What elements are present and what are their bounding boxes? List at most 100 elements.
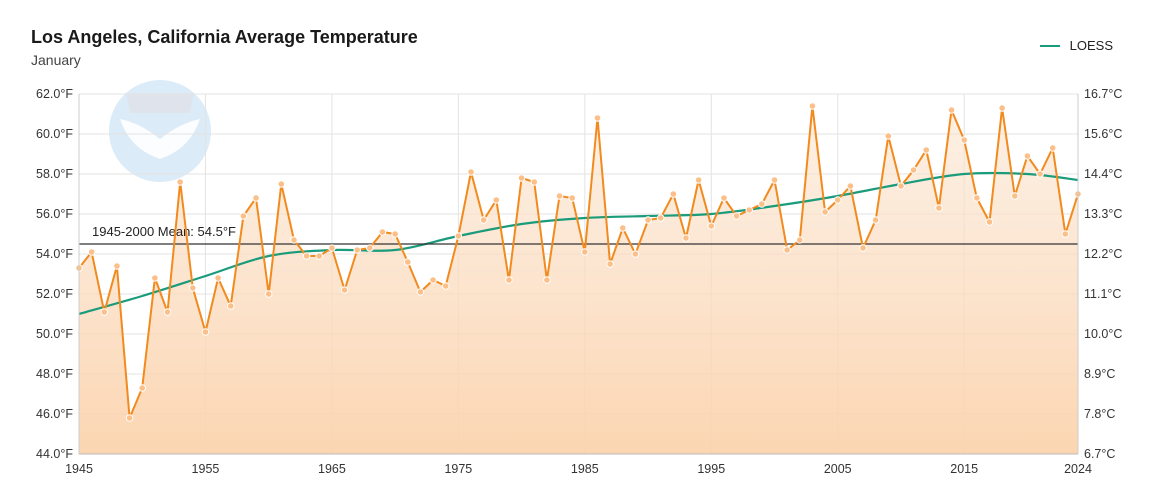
temperature-point-1971[interactable] — [403, 258, 412, 266]
temperature-point-1955[interactable] — [201, 328, 210, 336]
temperature-point-2009[interactable] — [884, 132, 893, 140]
temperature-point-2003[interactable] — [808, 102, 817, 110]
x-tick-label: 1995 — [697, 462, 725, 476]
temperature-point-1993[interactable] — [682, 234, 690, 242]
temperature-point-1957[interactable] — [226, 302, 235, 310]
y-tick-label-f: 44.0°F — [36, 447, 73, 461]
temperature-point-1979[interactable] — [505, 276, 513, 284]
temperature-point-1999[interactable] — [758, 200, 766, 208]
temperature-point-1988[interactable] — [618, 224, 627, 232]
temperature-point-1975[interactable] — [454, 232, 463, 240]
temperature-point-1991[interactable] — [656, 214, 665, 222]
temperature-point-2012[interactable] — [922, 146, 931, 154]
temperature-point-1990[interactable] — [644, 216, 652, 224]
temperature-point-2008[interactable] — [871, 216, 880, 224]
temperature-point-1952[interactable] — [163, 308, 172, 316]
temperature-point-2005[interactable] — [833, 196, 842, 204]
temperature-point-1961[interactable] — [277, 180, 286, 188]
temperature-point-1962[interactable] — [290, 236, 298, 244]
temperature-point-1984[interactable] — [568, 194, 576, 202]
temperature-point-2006[interactable] — [846, 182, 855, 190]
temperature-point-1977[interactable] — [479, 216, 488, 224]
temperature-point-1973[interactable] — [429, 276, 437, 284]
temperature-point-1982[interactable] — [543, 276, 551, 284]
temperature-point-1998[interactable] — [745, 206, 754, 214]
temperature-point-1958[interactable] — [239, 212, 248, 220]
temperature-points[interactable] — [75, 102, 1082, 422]
temperature-point-2016[interactable] — [973, 194, 981, 202]
temperature-point-1969[interactable] — [378, 228, 387, 236]
temperature-point-2023[interactable] — [1061, 230, 1070, 238]
temperature-point-2015[interactable] — [960, 136, 968, 144]
temperature-point-1972[interactable] — [416, 288, 425, 296]
temperature-point-1956[interactable] — [214, 274, 222, 282]
temperature-point-1949[interactable] — [125, 414, 134, 422]
temperature-point-2017[interactable] — [985, 218, 994, 226]
temperature-point-2022[interactable] — [1048, 144, 1057, 152]
temperature-point-2010[interactable] — [897, 182, 905, 190]
y-tick-label-f: 62.0°F — [36, 87, 73, 101]
chart-legend[interactable]: LOESS — [1039, 38, 1113, 53]
temperature-point-1970[interactable] — [391, 230, 399, 238]
temperature-point-1995[interactable] — [707, 222, 716, 230]
temperature-point-1948[interactable] — [113, 262, 121, 270]
temperature-point-1950[interactable] — [138, 384, 147, 392]
y-tick-label-f: 60.0°F — [36, 127, 73, 141]
temperature-point-2020[interactable] — [1023, 152, 1032, 160]
temperature-point-1978[interactable] — [492, 196, 501, 204]
temperature-point-1989[interactable] — [631, 250, 640, 258]
temperature-point-1954[interactable] — [189, 284, 197, 292]
temperature-point-1997[interactable] — [732, 212, 741, 220]
temperature-point-2019[interactable] — [1010, 192, 1019, 200]
temperature-point-1946[interactable] — [87, 248, 96, 256]
temperature-point-1985[interactable] — [581, 248, 589, 256]
temperature-point-1968[interactable] — [366, 244, 374, 252]
temperature-point-2013[interactable] — [935, 204, 943, 212]
temperature-point-2014[interactable] — [947, 106, 956, 114]
temperature-point-2002[interactable] — [795, 236, 804, 244]
temperature-point-1981[interactable] — [530, 178, 539, 186]
x-tick-label: 2015 — [950, 462, 978, 476]
temperature-point-2011[interactable] — [909, 166, 918, 174]
x-tick-label: 1955 — [192, 462, 220, 476]
temperature-point-2007[interactable] — [859, 244, 867, 252]
temperature-point-1967[interactable] — [353, 246, 362, 254]
temperature-area-fill — [79, 106, 1078, 454]
temperature-point-1951[interactable] — [151, 274, 159, 282]
temperature-point-2004[interactable] — [821, 208, 829, 216]
temperature-point-1976[interactable] — [467, 168, 475, 176]
y-tick-label-f: 54.0°F — [36, 247, 73, 261]
temperature-point-2021[interactable] — [1036, 170, 1044, 178]
temperature-point-2000[interactable] — [770, 176, 779, 184]
x-tick-label: 1965 — [318, 462, 346, 476]
temperature-point-1953[interactable] — [176, 178, 184, 186]
y-tick-label-c: 11.1°C — [1084, 287, 1121, 301]
y-tick-label-f: 52.0°F — [36, 287, 73, 301]
y-tick-label-f: 56.0°F — [36, 207, 73, 221]
temperature-point-2001[interactable] — [783, 246, 791, 254]
loess-line — [78, 171, 1079, 316]
temperature-point-1996[interactable] — [720, 194, 728, 202]
temperature-point-1964[interactable] — [315, 252, 324, 260]
x-tick-label: 1945 — [65, 462, 93, 476]
temperature-point-1960[interactable] — [264, 290, 273, 298]
chart-subtitle: January — [31, 52, 81, 68]
y-tick-label-f: 46.0°F — [36, 407, 73, 421]
temperature-point-1965[interactable] — [328, 244, 336, 252]
temperature-point-1974[interactable] — [441, 282, 450, 290]
temperature-point-2018[interactable] — [998, 104, 1006, 112]
mean-label: 1945-2000 Mean: 54.5°F — [92, 224, 236, 239]
temperature-point-1983[interactable] — [555, 192, 564, 200]
y-tick-label-c: 14.4°C — [1084, 167, 1122, 181]
temperature-point-1986[interactable] — [593, 114, 602, 122]
temperature-point-1947[interactable] — [100, 308, 109, 316]
temperature-point-1992[interactable] — [669, 190, 678, 198]
temperature-point-1987[interactable] — [606, 260, 614, 268]
temperature-point-1994[interactable] — [694, 176, 703, 184]
temperature-point-1959[interactable] — [252, 194, 260, 202]
x-tick-label: 1975 — [444, 462, 472, 476]
temperature-point-1966[interactable] — [340, 286, 349, 294]
temperature-point-1980[interactable] — [517, 174, 526, 182]
temperature-point-1963[interactable] — [302, 252, 311, 260]
